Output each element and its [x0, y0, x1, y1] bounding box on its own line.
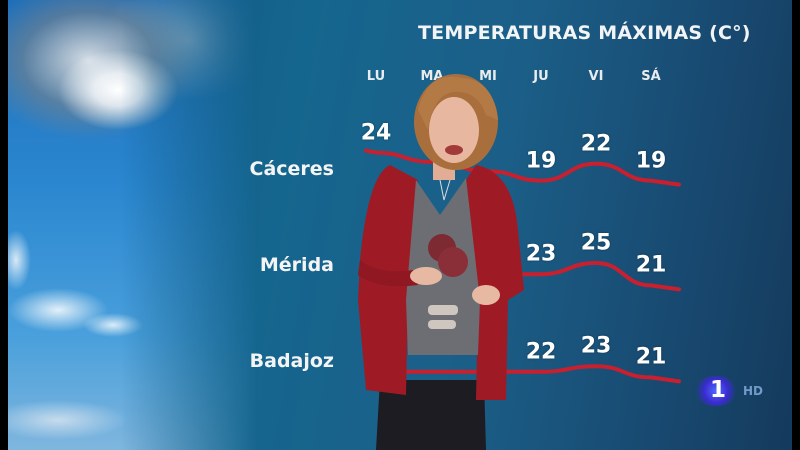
temperature-value: 19: [525, 148, 557, 174]
city-label-caceres: Cáceres: [249, 158, 334, 180]
temperature-value: 23: [580, 333, 612, 359]
city-label-merida: Mérida: [259, 254, 334, 276]
weather-broadcast-frame: TEMPERATURAS MÁXIMAS (C°) LU MA MI JU VI SÁ C…: [8, 0, 792, 450]
temperature-line-0: [364, 148, 681, 187]
channel-logo-hd: HD: [743, 384, 764, 398]
city-label-badajoz: Badajoz: [249, 350, 334, 372]
temperature-value: 22: [580, 131, 612, 157]
temperature-value: 24: [360, 120, 392, 146]
channel-logo-glow: [694, 376, 738, 406]
day-label-5: SÁ: [641, 69, 661, 84]
day-label-4: VI: [588, 69, 604, 84]
channel-logo-number: 1: [710, 377, 727, 403]
chart-title: TEMPERATURAS MÁXIMAS (C°): [418, 22, 751, 44]
temperature-value: 23: [525, 241, 557, 267]
day-label-3: JU: [533, 69, 549, 84]
day-label-2: MI: [479, 69, 497, 84]
temperature-line-2: [364, 364, 681, 384]
sky-clouds-background: [8, 0, 258, 450]
temperature-value: 21: [635, 252, 667, 278]
day-label-0: LU: [366, 69, 386, 84]
presenter: [358, 74, 524, 450]
temperature-value: 25: [580, 230, 612, 256]
temperature-value: 22: [525, 339, 557, 365]
temperature-value: 21: [635, 344, 667, 370]
temperature-value: 19: [635, 148, 667, 174]
